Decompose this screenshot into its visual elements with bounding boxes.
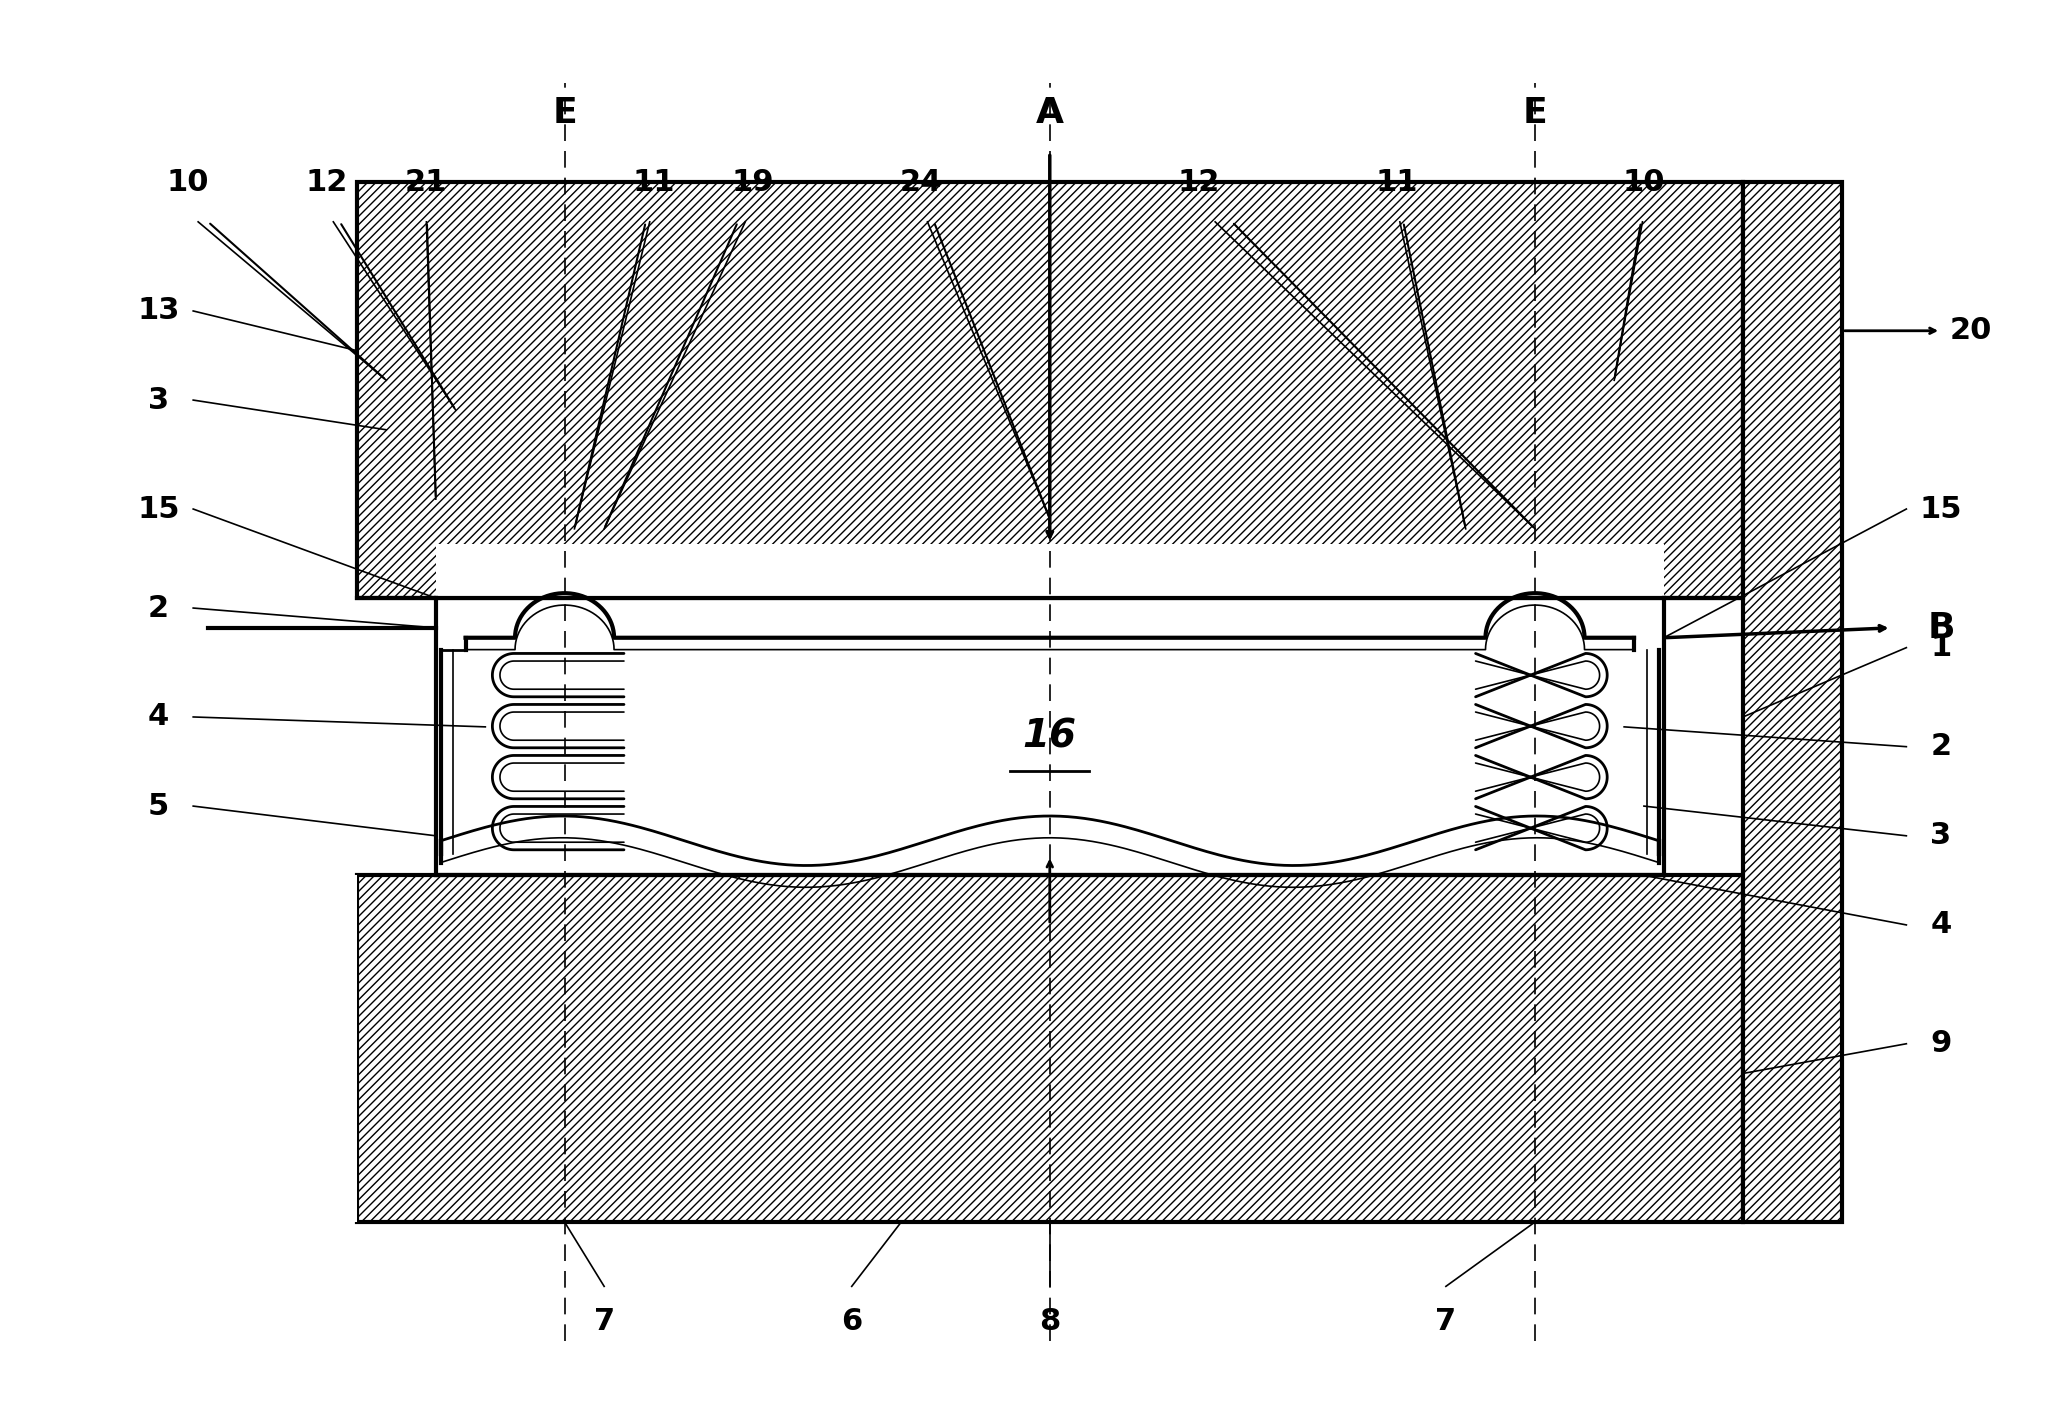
Text: 19: 19 (732, 168, 775, 197)
Text: 24: 24 (900, 168, 943, 197)
Text: 2: 2 (148, 594, 169, 622)
Text: 5: 5 (148, 792, 169, 821)
Text: B: B (1928, 611, 1954, 645)
Text: 15: 15 (138, 495, 179, 524)
Text: E: E (1523, 96, 1547, 130)
Text: 8: 8 (1040, 1307, 1060, 1336)
Text: 11: 11 (633, 168, 674, 197)
Text: E: E (553, 96, 577, 130)
Text: 10: 10 (166, 168, 210, 197)
Bar (436, 544, 1665, 598)
Bar (358, 875, 1743, 1222)
Text: 7: 7 (1434, 1307, 1457, 1336)
Text: A: A (1036, 96, 1064, 130)
Text: 12: 12 (1178, 168, 1219, 197)
Bar (358, 183, 1743, 598)
Text: 16: 16 (1023, 718, 1077, 756)
Text: 10: 10 (1623, 168, 1665, 197)
Text: 4: 4 (148, 702, 169, 732)
Text: 20: 20 (1950, 317, 1991, 345)
Text: 11: 11 (1375, 168, 1418, 197)
Text: 3: 3 (148, 385, 169, 415)
Text: 3: 3 (1930, 822, 1952, 850)
Bar (109, 875, 358, 1222)
Text: 4: 4 (1930, 910, 1952, 939)
Bar (1743, 183, 1841, 1222)
Text: 9: 9 (1930, 1029, 1952, 1059)
Text: 21: 21 (405, 168, 448, 197)
Text: 6: 6 (840, 1307, 863, 1336)
Text: 7: 7 (594, 1307, 614, 1336)
Text: 13: 13 (138, 297, 179, 325)
Text: 12: 12 (306, 168, 347, 197)
Text: 15: 15 (1919, 495, 1963, 524)
Text: 2: 2 (1930, 732, 1952, 761)
Text: 1: 1 (1930, 634, 1952, 662)
